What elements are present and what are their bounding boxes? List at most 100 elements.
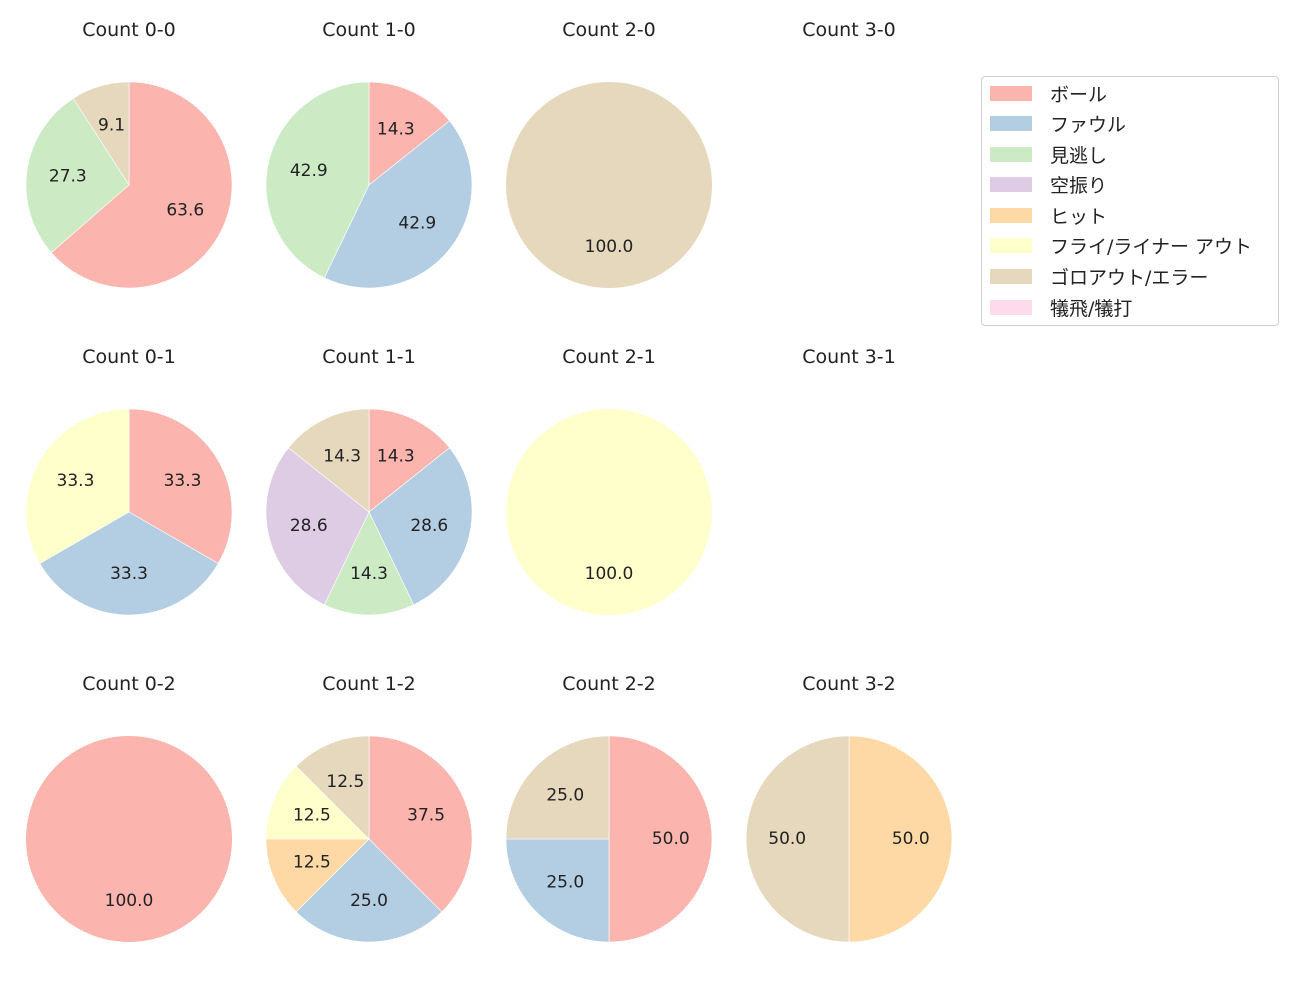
pie-count-1-2: Count 1-2 37.5 25.0 12.5 12.5 12.5 [265,673,473,943]
legend-label: 見逃し [1050,144,1108,167]
pie-slice [25,408,130,564]
legend-item: 見逃し [990,143,1108,167]
legend-label: フライ/ライナー アウト [1050,235,1253,258]
pie-slice-label: 33.3 [110,564,148,584]
legend-label: 犠飛/犠打 [1050,297,1133,320]
pie-slice-label: 14.3 [323,446,361,466]
pie-title: Count 0-1 [82,346,176,368]
pie-slice [26,736,232,942]
pie-title: Count 2-1 [562,346,656,368]
pie-slice [323,511,415,616]
legend-swatch [990,85,1032,101]
pie-slice-label: 100.0 [585,237,634,257]
legend-swatch [990,268,1032,284]
pie-slice [608,735,713,943]
pie-slice-label: 27.3 [49,166,87,186]
pie-slice-label: 33.3 [57,471,95,491]
pie-slice [25,97,130,254]
pie-slice-label: 50.0 [652,829,690,849]
pie-slice [368,735,473,913]
pie-title: Count 0-0 [82,19,176,41]
pie-slice [323,120,473,289]
pie-slice-label: 42.9 [290,161,328,181]
pie-title: Count 2-0 [562,19,656,41]
pie-slice-label: 28.6 [290,516,328,536]
pie-count-3-0: Count 3-0 [802,19,896,41]
pie-slice [295,735,370,840]
legend-swatch [990,146,1032,162]
pie-slice [288,408,370,513]
pie-slice-label: 63.6 [166,201,204,221]
pie-count-0-1: Count 0-1 33.3 33.3 33.3 [25,346,233,616]
pie-count-3-2: Count 3-2 50.0 50.0 [745,673,953,943]
legend-item: フライ/ライナー アウト [990,234,1253,258]
pie-slice-label: 100.0 [585,564,634,584]
legend-swatch [990,299,1032,315]
pie-title: Count 1-2 [322,673,416,695]
pie-title: Count 3-0 [802,19,896,41]
legend-label: ボール [1050,83,1108,106]
pie-slice-label: 25.0 [350,891,388,911]
pie-title: Count 0-2 [82,673,176,695]
pie-slice-label: 14.3 [377,446,415,466]
pie-title: Count 3-2 [802,673,896,695]
pie-title: Count 3-1 [802,346,896,368]
pie-count-2-2: Count 2-2 50.0 25.0 25.0 [505,673,713,943]
legend-label: ヒット [1050,205,1108,228]
legend-item: ボール [990,82,1108,106]
legend-item: ヒット [990,204,1108,228]
pie-slice-label: 12.5 [293,853,331,873]
pie-slice [506,82,712,288]
pie-slice [848,735,953,943]
pie-count-0-0: Count 0-0 63.6 27.3 9.1 [25,19,233,289]
legend-item: ゴロアウト/エラー [990,265,1209,289]
pie-count-1-1: Count 1-1 14.3 28.6 14.3 28.6 14.3 [265,346,473,616]
pie-slice [72,81,130,187]
pie-slice [50,81,233,289]
pie-slice [506,409,712,615]
pie-slice-label: 14.3 [350,564,388,584]
pie-title: Count 2-2 [562,673,656,695]
legend-label: ゴロアウト/エラー [1050,266,1209,289]
pie-slice-label: 37.5 [407,805,445,825]
pie-slice-label: 50.0 [768,829,806,849]
pie-count-0-2: Count 0-2 100.0 [26,673,232,942]
pie-slice [505,838,610,943]
pie-count-1-0: Count 1-0 14.3 42.9 42.9 [265,19,473,289]
pie-count-2-1: Count 2-1 100.0 [506,346,712,615]
pie-slice [295,838,443,943]
pie-slice-label: 33.3 [164,471,202,491]
pie-slice-label: 12.5 [293,805,331,825]
pie-slice [368,447,473,606]
legend-item: 空振り [990,173,1108,197]
pie-title: Count 1-1 [322,346,416,368]
pie-slice [265,838,370,913]
pie-slice-label: 9.1 [98,116,125,136]
pie-slice [505,735,610,840]
legend-item: ファウル [990,112,1127,136]
pie-slice [265,765,370,840]
pie-slice-label: 28.6 [410,516,448,536]
pie-slice-label: 25.0 [546,873,584,893]
pie-slice [265,81,370,279]
legend: ボール ファウル 見逃し 空振り ヒット フライ/ライナー アウト ゴロアウト/… [981,76,1279,326]
pie-slice [745,735,850,943]
legend-swatch [990,207,1032,223]
pie-slice [265,447,370,606]
legend-swatch [990,115,1032,131]
pie-count-2-0: Count 2-0 100.0 [506,19,712,288]
pie-slice [128,408,233,564]
legend-label: ファウル [1050,113,1127,136]
pie-slice-label: 25.0 [546,785,584,805]
pie-slice [368,408,450,513]
pie-slice-label: 14.3 [377,119,415,139]
legend-swatch [990,237,1032,253]
pie-count-3-1: Count 3-1 [802,346,896,368]
legend-swatch [990,176,1032,192]
pie-slice-label: 42.9 [398,214,436,234]
legend-label: 空振り [1050,174,1108,197]
pie-slice [368,81,450,186]
pie-title: Count 1-0 [322,19,416,41]
pie-slice-label: 50.0 [892,829,930,849]
